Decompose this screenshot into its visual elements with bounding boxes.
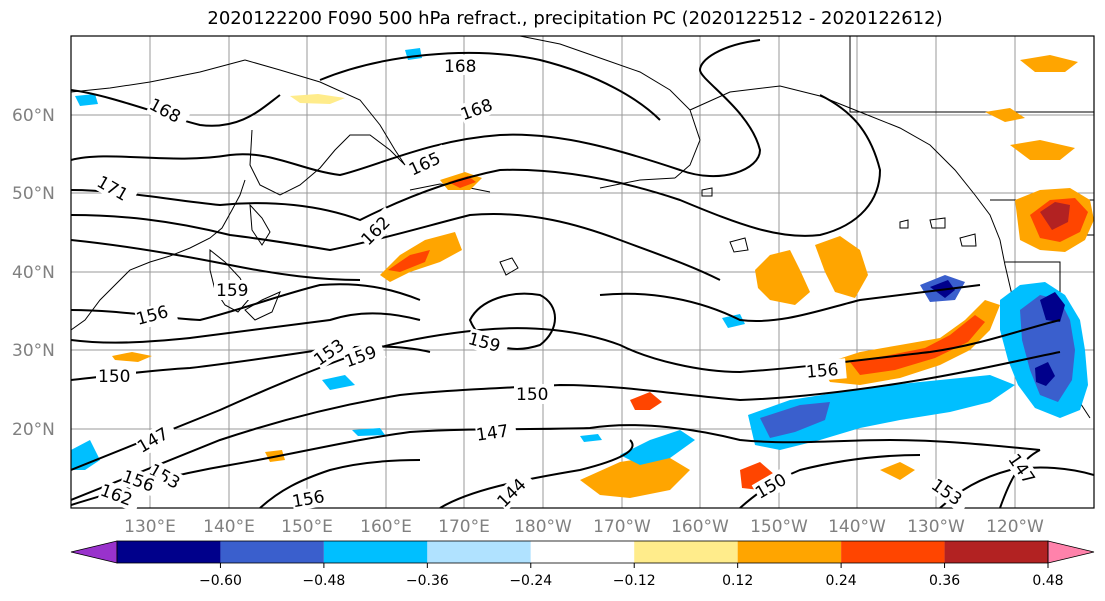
colorbar-tick-label: 0.48 — [1032, 573, 1063, 589]
latitude-label: 60°N — [12, 106, 55, 126]
longitude-label: 160°E — [360, 517, 412, 537]
longitude-label: 150°W — [750, 517, 808, 537]
colorbar-outline — [116, 540, 1049, 564]
colorbar-ticks: −0.60 −0.48 −0.36 −0.24 −0.12 0.12 0.24 0.36 0.4… — [199, 563, 1064, 589]
colorbar-swatch — [117, 541, 221, 563]
colorbar-tick-label: −0.24 — [509, 573, 552, 589]
map-frame — [70, 35, 1095, 509]
colorbar-swatch — [220, 541, 324, 563]
colorbar-tick-label: −0.60 — [199, 573, 242, 589]
contour-label: 168 — [444, 57, 476, 77]
longitude-label: 140°W — [828, 517, 886, 537]
colorbar-swatch — [944, 541, 1048, 563]
longitude-label: 130°W — [907, 517, 965, 537]
colorbar-swatch — [323, 541, 428, 563]
contour-label: 156 — [805, 360, 839, 383]
colorbar-tick-label: 0.12 — [722, 573, 753, 589]
colorbar-tick-label: 0.24 — [826, 573, 857, 589]
colorbar: −0.60 −0.48 −0.36 −0.24 −0.12 0.12 0.24 0.36 0.4… — [70, 540, 1095, 589]
longitude-label: 140°E — [203, 517, 255, 537]
colorbar-swatch — [530, 541, 635, 563]
longitude-axis: 130°E 140°E 150°E 160°E 170°E 180°W 170°… — [124, 517, 1044, 537]
longitude-label: 150°E — [281, 517, 333, 537]
colorbar-tick-label: −0.36 — [406, 573, 449, 589]
colorbar-tick-label: −0.48 — [302, 573, 345, 589]
precip-positive — [112, 55, 1094, 498]
latitude-axis: 60°N 50°N 40°N 30°N 20°N — [12, 106, 55, 440]
colorbar-tick-label: −0.12 — [613, 573, 656, 589]
map-title: 2020122200 F090 500 hPa refract., precip… — [207, 8, 943, 29]
colorbar-swatch — [841, 541, 945, 563]
longitude-label: 170°W — [593, 517, 651, 537]
contour-label: 150 — [516, 385, 548, 405]
longitude-label: 130°E — [124, 517, 176, 537]
colorbar-swatches — [70, 540, 1095, 564]
latitude-label: 50°N — [12, 184, 55, 204]
colorbar-swatch — [70, 540, 118, 564]
longitude-label: 170°E — [438, 517, 490, 537]
contour-label: 159 — [216, 281, 248, 301]
longitude-label: 120°W — [986, 517, 1044, 537]
contour-label: 147 — [475, 421, 510, 445]
colorbar-swatch — [634, 541, 738, 563]
latitude-label: 40°N — [12, 263, 55, 283]
latitude-label: 20°N — [12, 420, 55, 440]
contour-patches — [499, 187, 977, 276]
longitude-label: 160°W — [671, 517, 729, 537]
latitude-label: 30°N — [12, 341, 55, 361]
contour-label: 150 — [98, 367, 130, 387]
colorbar-swatch — [737, 541, 842, 563]
longitude-label: 180°W — [514, 517, 572, 537]
colorbar-swatch — [1047, 540, 1095, 564]
colorbar-tick-label: 0.36 — [929, 573, 960, 589]
colorbar-swatch — [427, 541, 531, 563]
